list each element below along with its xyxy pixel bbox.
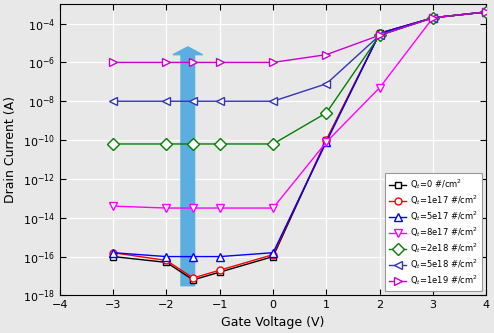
Q$_t$=8e17 #/cm$^2$ [110,204,116,208]
Q$_t$=1e19 #/cm$^2$ [377,33,383,37]
Q$_t$=1e19 #/cm$^2$ [270,60,276,64]
Line: Q$_t$=0 #/cm$^2$: Q$_t$=0 #/cm$^2$ [110,8,490,283]
Q$_t$=1e19 #/cm$^2$ [190,60,196,64]
Q$_t$=8e17 #/cm$^2$ [190,206,196,210]
Q$_t$=0 #/cm$^2$ [110,255,116,259]
Q$_t$=2e18 #/cm$^2$ [164,142,169,146]
Q$_t$=0 #/cm$^2$ [430,16,436,20]
Q$_t$=2e18 #/cm$^2$ [324,111,329,115]
Q$_t$=1e17 #/cm$^2$ [377,31,383,35]
Q$_t$=1e17 #/cm$^2$ [483,10,489,14]
Q$_t$=5e17 #/cm$^2$ [110,251,116,255]
Q$_t$=8e17 #/cm$^2$ [217,206,223,210]
Q$_t$=2e18 #/cm$^2$ [190,142,196,146]
Q$_t$=0 #/cm$^2$ [377,31,383,35]
Q$_t$=0 #/cm$^2$ [217,270,223,274]
Line: Q$_t$=1e17 #/cm$^2$: Q$_t$=1e17 #/cm$^2$ [110,8,490,281]
Q$_t$=1e17 #/cm$^2$ [164,258,169,262]
Line: Q$_t$=5e17 #/cm$^2$: Q$_t$=5e17 #/cm$^2$ [109,8,491,261]
Q$_t$=5e18 #/cm$^2$ [110,99,116,103]
Q$_t$=5e18 #/cm$^2$ [164,99,169,103]
Q$_t$=0 #/cm$^2$ [164,260,169,264]
Q$_t$=5e17 #/cm$^2$ [324,140,329,144]
Q$_t$=5e18 #/cm$^2$ [377,33,383,37]
Line: Q$_t$=5e18 #/cm$^2$: Q$_t$=5e18 #/cm$^2$ [109,8,491,106]
Y-axis label: Drain Current (A): Drain Current (A) [4,96,17,203]
Q$_t$=5e17 #/cm$^2$ [190,255,196,259]
Q$_t$=2e18 #/cm$^2$ [110,142,116,146]
Q$_t$=1e17 #/cm$^2$ [324,138,329,142]
X-axis label: Gate Voltage (V): Gate Voltage (V) [221,316,325,329]
Q$_t$=2e18 #/cm$^2$ [217,142,223,146]
Q$_t$=8e17 #/cm$^2$ [483,10,489,14]
Q$_t$=5e17 #/cm$^2$ [164,255,169,259]
Legend: Q$_t$=0 #/cm$^2$, Q$_t$=1e17 #/cm$^2$, Q$_t$=5e17 #/cm$^2$, Q$_t$=8e17 #/cm$^2$,: Q$_t$=0 #/cm$^2$, Q$_t$=1e17 #/cm$^2$, Q… [385,173,482,291]
Q$_t$=5e18 #/cm$^2$ [190,99,196,103]
Q$_t$=1e17 #/cm$^2$ [190,276,196,280]
Q$_t$=1e19 #/cm$^2$ [217,60,223,64]
Q$_t$=8e17 #/cm$^2$ [324,140,329,144]
Line: Q$_t$=2e18 #/cm$^2$: Q$_t$=2e18 #/cm$^2$ [109,8,491,148]
Q$_t$=1e17 #/cm$^2$ [110,251,116,255]
Q$_t$=0 #/cm$^2$ [483,10,489,14]
Q$_t$=1e19 #/cm$^2$ [483,10,489,14]
Q$_t$=5e17 #/cm$^2$ [270,251,276,255]
Q$_t$=5e18 #/cm$^2$ [270,99,276,103]
Q$_t$=1e19 #/cm$^2$ [324,53,329,57]
Q$_t$=2e18 #/cm$^2$ [270,142,276,146]
Q$_t$=2e18 #/cm$^2$ [377,33,383,37]
Q$_t$=5e18 #/cm$^2$ [324,82,329,86]
Q$_t$=5e18 #/cm$^2$ [483,10,489,14]
Q$_t$=1e19 #/cm$^2$ [430,16,436,20]
Q$_t$=0 #/cm$^2$ [324,138,329,142]
Q$_t$=2e18 #/cm$^2$ [430,16,436,20]
Q$_t$=1e17 #/cm$^2$ [217,268,223,272]
Q$_t$=1e17 #/cm$^2$ [270,253,276,257]
Q$_t$=5e18 #/cm$^2$ [430,16,436,20]
Q$_t$=8e17 #/cm$^2$ [164,206,169,210]
Q$_t$=8e17 #/cm$^2$ [377,86,383,90]
Q$_t$=5e17 #/cm$^2$ [430,16,436,20]
Line: Q$_t$=8e17 #/cm$^2$: Q$_t$=8e17 #/cm$^2$ [109,8,491,212]
Q$_t$=8e17 #/cm$^2$ [270,206,276,210]
Q$_t$=0 #/cm$^2$ [270,255,276,259]
Q$_t$=8e17 #/cm$^2$ [430,16,436,20]
Q$_t$=2e18 #/cm$^2$ [483,10,489,14]
Q$_t$=5e17 #/cm$^2$ [217,255,223,259]
Q$_t$=5e17 #/cm$^2$ [483,10,489,14]
Q$_t$=1e19 #/cm$^2$ [110,60,116,64]
Q$_t$=0 #/cm$^2$ [190,278,196,282]
Q$_t$=5e18 #/cm$^2$ [217,99,223,103]
Q$_t$=1e19 #/cm$^2$ [164,60,169,64]
Line: Q$_t$=1e19 #/cm$^2$: Q$_t$=1e19 #/cm$^2$ [109,8,491,67]
Q$_t$=5e17 #/cm$^2$ [377,31,383,35]
Q$_t$=1e17 #/cm$^2$ [430,16,436,20]
